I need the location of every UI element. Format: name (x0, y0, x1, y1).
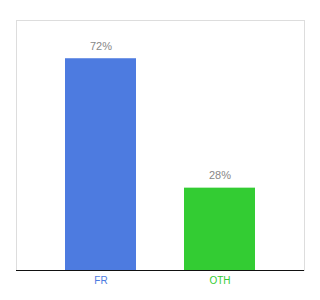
svg-text:72%: 72% (90, 40, 112, 52)
svg-text:OTH: OTH (209, 275, 230, 286)
svg-text:28%: 28% (209, 169, 231, 181)
svg-text:FR: FR (94, 275, 107, 286)
